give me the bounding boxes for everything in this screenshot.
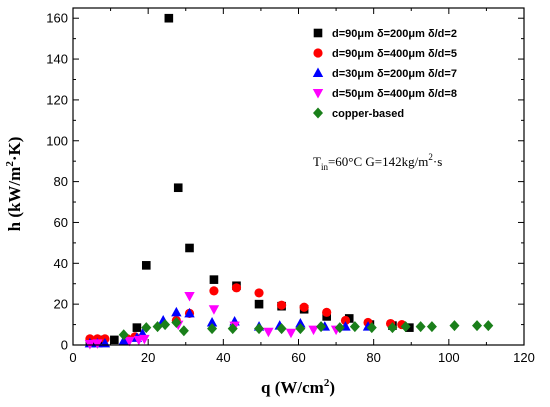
data-point-triangle-up (184, 307, 195, 318)
y-tick-label: 0 (61, 338, 68, 353)
data-point-diamond (366, 322, 377, 334)
x-tick-label: 0 (69, 350, 76, 365)
data-point-diamond (141, 322, 152, 334)
x-tick-label: 60 (291, 350, 305, 365)
legend-marker-triangle-down (312, 89, 324, 99)
data-point-diamond (118, 329, 129, 341)
legend-marker-diamond (313, 107, 323, 119)
y-tick-label: 140 (46, 52, 68, 67)
y-tick-label: 80 (54, 174, 68, 189)
data-point-triangle-down (208, 305, 220, 315)
legend-marker-triangle-up (312, 67, 324, 77)
data-point-triangle-down (184, 291, 195, 302)
data-point-diamond (160, 319, 171, 331)
data-point-circle (254, 288, 264, 298)
y-tick-label: 160 (46, 11, 68, 26)
data-point-circle (299, 302, 309, 312)
legend-label: d=30μm δ=200μm δ/d=7 (332, 68, 457, 80)
y-tick-label: 20 (54, 297, 68, 312)
data-point-diamond (207, 323, 218, 335)
data-point-circle (231, 283, 242, 293)
data-point-circle (322, 307, 332, 317)
data-point-diamond (449, 320, 460, 332)
x-tick-label: 20 (141, 350, 155, 365)
legend-label: d=90μm δ=400μm δ/d=5 (332, 48, 457, 60)
y-tick-label: 120 (46, 92, 68, 107)
axis-ticks: 0 20 40 60 80 100 120 0 20 40 60 80 100 120 140 160 (46, 8, 535, 365)
data-point-square (254, 299, 264, 309)
x-tick-label: 80 (366, 350, 380, 365)
data-point-circle (340, 315, 351, 326)
data-point-square (164, 13, 174, 23)
data-point-square (185, 243, 194, 253)
data-point-diamond (295, 323, 306, 335)
data-point-diamond (415, 321, 426, 333)
conditions-annotation: Tin=60°C G=142kg/m2·s (313, 152, 442, 172)
data-point-diamond (227, 323, 238, 335)
data-point-diamond (178, 325, 189, 337)
data-point-triangle-down (124, 336, 135, 347)
data-point-square (141, 261, 151, 270)
data-point-triangle-down (285, 328, 297, 339)
data-point-circle (276, 300, 287, 310)
data-marks (84, 13, 494, 350)
data-point-diamond (276, 323, 287, 335)
data-point-diamond (472, 320, 483, 332)
legend: d=90μm δ=200μm δ/d=2 d=90μm δ=400μm δ/d=5… (312, 28, 457, 120)
data-point-triangle-down (92, 339, 103, 349)
data-point-diamond (483, 320, 494, 332)
data-point-diamond (254, 323, 265, 335)
data-point-triangle-up (171, 306, 182, 317)
data-point-diamond (152, 321, 163, 333)
data-point-square (132, 323, 142, 332)
data-point-triangle-down (308, 325, 319, 336)
data-point-square (173, 183, 183, 193)
data-point-diamond (400, 321, 411, 333)
y-axis-label: h (kW/m2·K) (4, 137, 24, 232)
data-point-diamond (334, 322, 345, 334)
data-point-circle (209, 286, 219, 296)
data-point-diamond (387, 322, 398, 334)
data-point-diamond (349, 321, 360, 333)
data-point-diamond (316, 321, 327, 333)
data-point-triangle-up (295, 318, 306, 328)
series-5 (118, 317, 494, 341)
x-tick-label: 100 (438, 350, 460, 365)
y-tick-label: 40 (54, 256, 68, 271)
data-point-square (110, 335, 119, 345)
legend-label: d=90μm δ=200μm δ/d=2 (332, 28, 457, 40)
data-point-square (209, 275, 219, 284)
legend-marker-circle (313, 48, 323, 58)
x-tick-label: 40 (216, 350, 230, 365)
legend-marker-square (313, 28, 323, 38)
legend-label: copper-based (332, 108, 404, 120)
y-tick-label: 100 (46, 133, 68, 148)
data-point-triangle-down (263, 327, 274, 338)
legend-label: d=50μm δ=400μm δ/d=8 (332, 88, 457, 100)
data-point-triangle-down (139, 334, 150, 345)
data-point-triangle-up (206, 317, 218, 327)
y-tick-label: 60 (54, 215, 68, 230)
data-point-diamond (171, 317, 182, 329)
data-point-diamond (426, 321, 437, 333)
x-axis-label: q (W/cm2) (261, 377, 335, 397)
x-tick-label: 120 (513, 350, 535, 365)
